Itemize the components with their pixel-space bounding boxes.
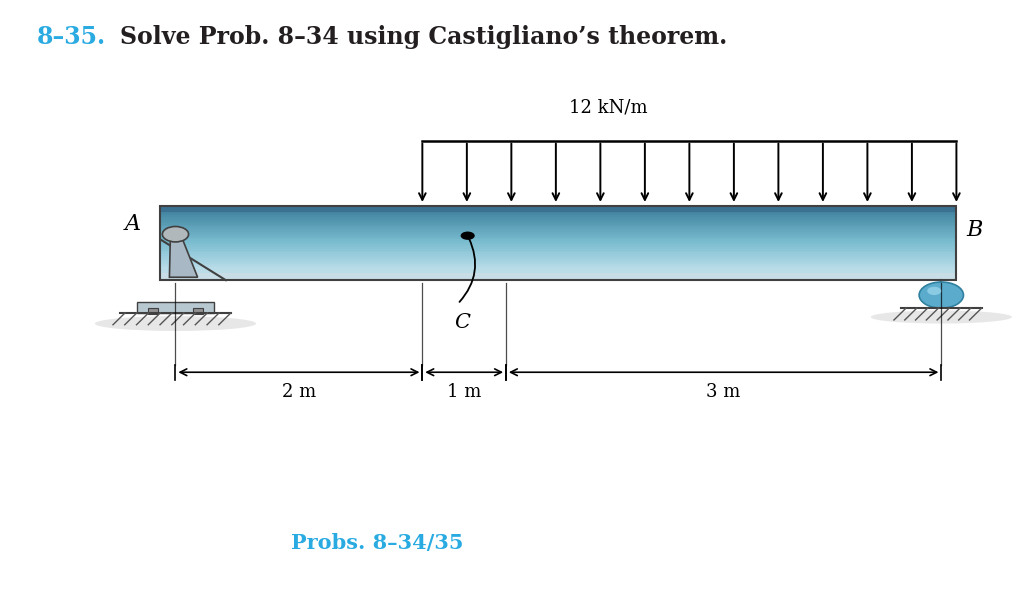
Text: 12 kN/m: 12 kN/m <box>569 99 648 117</box>
Bar <box>161 250 956 252</box>
Bar <box>161 236 956 238</box>
Bar <box>137 302 213 313</box>
Bar <box>148 308 158 314</box>
Bar <box>161 273 956 280</box>
Bar <box>161 226 956 228</box>
Bar <box>161 256 956 258</box>
Bar <box>161 265 956 267</box>
Circle shape <box>928 287 941 295</box>
Bar <box>161 252 956 254</box>
Bar <box>161 273 956 275</box>
Bar <box>161 238 956 240</box>
Bar <box>161 249 956 250</box>
Bar <box>161 243 956 245</box>
Bar <box>161 211 956 214</box>
Bar <box>161 254 956 256</box>
Bar <box>161 225 956 226</box>
Bar <box>161 258 956 260</box>
Text: 8–35.: 8–35. <box>37 25 106 49</box>
Bar <box>161 223 956 225</box>
Bar <box>161 206 956 212</box>
Bar <box>161 216 956 217</box>
Text: C: C <box>454 313 470 332</box>
Text: Probs. 8–34/35: Probs. 8–34/35 <box>291 533 463 553</box>
Bar <box>161 232 956 234</box>
Bar <box>161 278 956 280</box>
Text: B: B <box>966 219 982 241</box>
Bar <box>193 308 202 314</box>
Text: 2 m: 2 m <box>281 383 316 400</box>
Text: 3 m: 3 m <box>706 383 741 400</box>
Text: Solve Prob. 8–34 using Castigliano’s theorem.: Solve Prob. 8–34 using Castigliano’s the… <box>120 25 727 49</box>
Bar <box>161 228 956 230</box>
Circle shape <box>460 232 474 240</box>
Bar <box>161 262 956 264</box>
Bar <box>161 234 956 236</box>
Bar <box>161 221 956 223</box>
Ellipse shape <box>871 311 1012 323</box>
Bar <box>161 209 956 211</box>
Bar <box>161 208 956 209</box>
Text: A: A <box>125 213 141 235</box>
Bar <box>161 269 956 271</box>
Bar <box>161 260 956 262</box>
Bar <box>161 264 956 265</box>
Circle shape <box>919 282 963 308</box>
Bar <box>161 267 956 269</box>
Ellipse shape <box>94 316 256 331</box>
Bar <box>161 240 956 241</box>
Bar <box>161 275 956 276</box>
Polygon shape <box>170 234 198 278</box>
Bar <box>161 206 956 208</box>
Circle shape <box>163 226 189 242</box>
Bar <box>161 217 956 219</box>
Bar <box>161 230 956 232</box>
Text: 1 m: 1 m <box>447 383 482 400</box>
Bar <box>161 206 956 280</box>
Bar <box>161 245 956 247</box>
Bar <box>161 214 956 216</box>
Bar <box>161 247 956 249</box>
Bar <box>161 271 956 273</box>
Bar <box>161 241 956 243</box>
Bar <box>161 219 956 221</box>
Bar <box>161 276 956 278</box>
